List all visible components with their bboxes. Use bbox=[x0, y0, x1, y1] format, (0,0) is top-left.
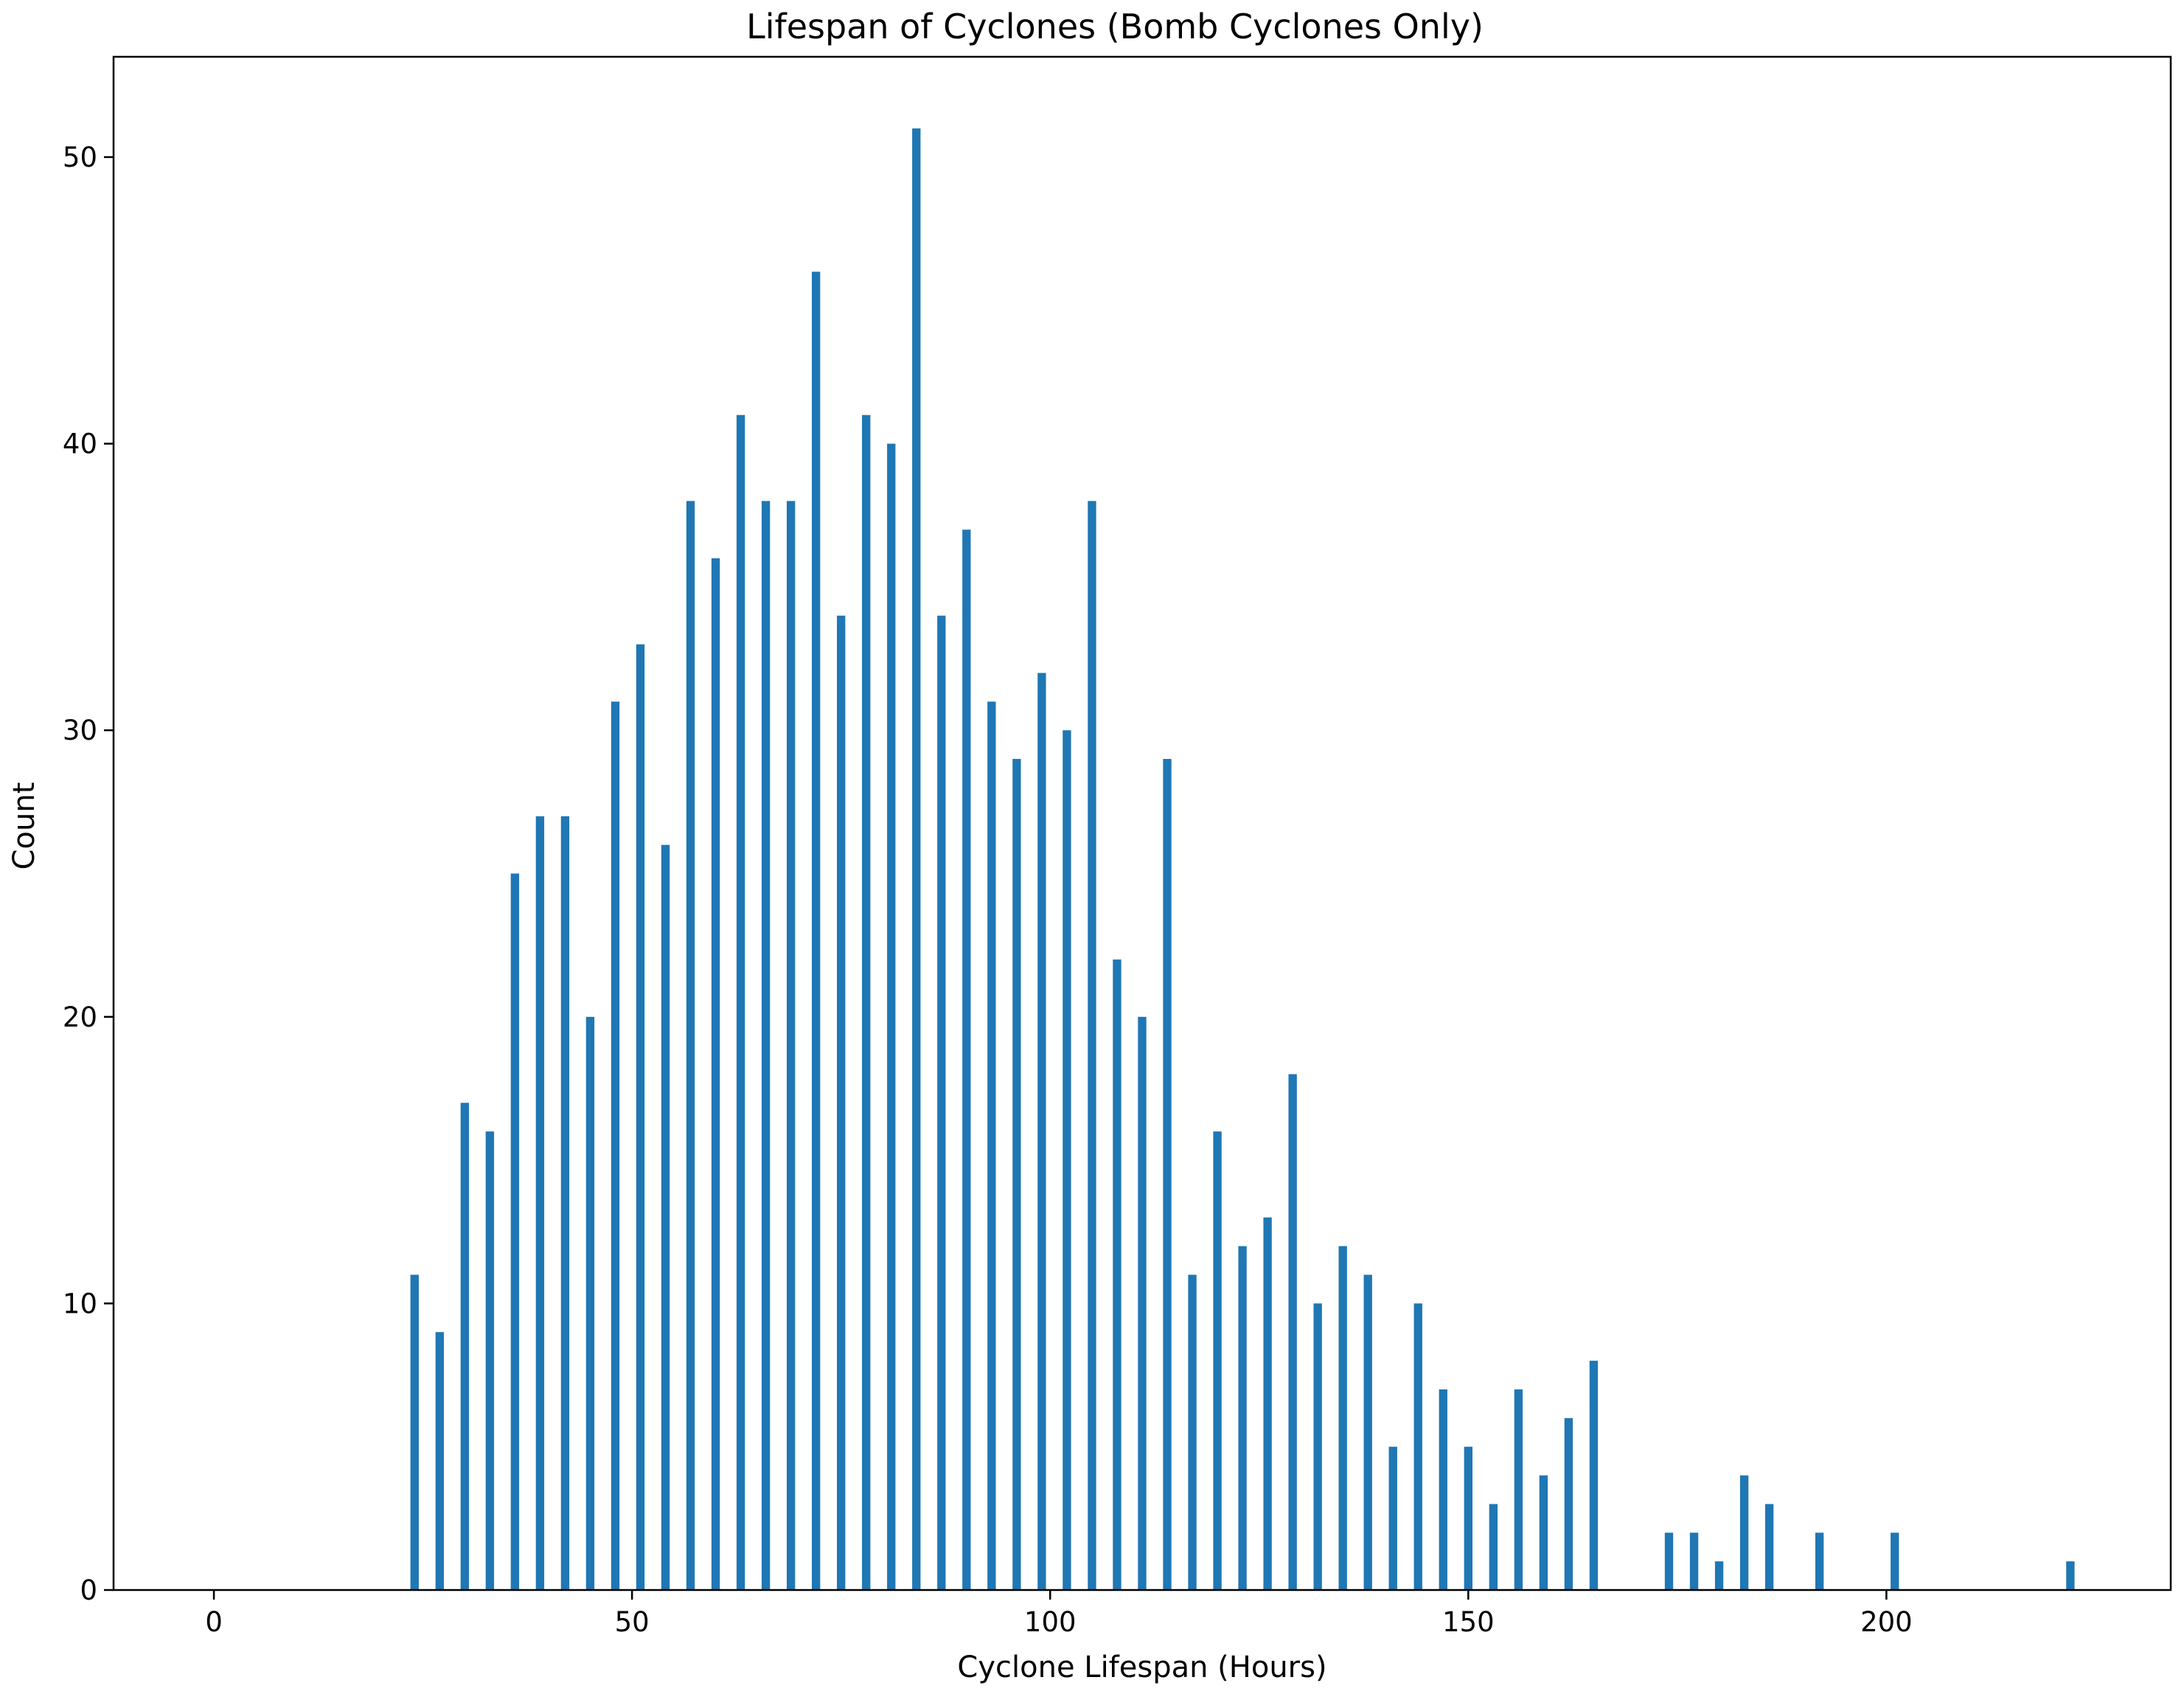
bar bbox=[1063, 730, 1071, 1591]
bar bbox=[1188, 1274, 1197, 1590]
bar bbox=[2066, 1561, 2075, 1590]
y-axis-label: Count bbox=[7, 782, 41, 870]
x-axis-ticks: 0 50 100 150 200 bbox=[205, 1590, 1913, 1638]
bar bbox=[636, 644, 645, 1590]
bar bbox=[1464, 1446, 1472, 1590]
bar bbox=[1263, 1217, 1272, 1590]
bar bbox=[1664, 1532, 1674, 1590]
bar bbox=[912, 128, 921, 1590]
bar bbox=[585, 1016, 595, 1590]
y-tick-label: 10 bbox=[63, 1288, 97, 1319]
y-tick-label: 20 bbox=[63, 1002, 97, 1033]
x-tick-label: 50 bbox=[615, 1606, 650, 1638]
bar bbox=[1539, 1475, 1548, 1590]
bar bbox=[761, 501, 771, 1590]
bar bbox=[510, 873, 520, 1590]
bar bbox=[1589, 1361, 1599, 1590]
bar bbox=[410, 1274, 419, 1590]
bar bbox=[1313, 1303, 1322, 1590]
bar bbox=[611, 701, 620, 1590]
bar bbox=[1891, 1532, 1899, 1590]
bar bbox=[736, 414, 745, 1590]
bar bbox=[1388, 1446, 1397, 1590]
bar bbox=[1363, 1274, 1372, 1590]
bar bbox=[1815, 1532, 1824, 1590]
y-axis-ticks: 0 10 20 30 40 50 bbox=[63, 142, 114, 1606]
x-tick-label: 0 bbox=[205, 1606, 223, 1638]
bar bbox=[1739, 1475, 1749, 1590]
chart-title: Lifespan of Cyclones (Bomb Cyclones Only… bbox=[746, 7, 1484, 46]
bar bbox=[1764, 1504, 1774, 1590]
bar bbox=[962, 530, 971, 1591]
bar bbox=[837, 615, 846, 1590]
bar bbox=[1012, 759, 1021, 1590]
plot-frame bbox=[112, 55, 2172, 1591]
y-tick-label: 30 bbox=[63, 715, 97, 746]
bar-series bbox=[410, 128, 2075, 1591]
bar bbox=[1439, 1389, 1447, 1590]
bar bbox=[1088, 501, 1096, 1590]
bar bbox=[485, 1131, 495, 1590]
bar bbox=[1113, 959, 1121, 1590]
bar bbox=[1489, 1504, 1498, 1590]
y-tick-label: 50 bbox=[63, 142, 97, 173]
bar bbox=[460, 1103, 470, 1590]
bar bbox=[1213, 1131, 1222, 1590]
bar bbox=[812, 271, 821, 1591]
bar bbox=[1338, 1246, 1347, 1590]
x-axis-label: Cyclone Lifespan (Hours) bbox=[957, 1650, 1326, 1684]
bar bbox=[711, 558, 720, 1590]
bar bbox=[887, 443, 896, 1590]
bar bbox=[786, 501, 796, 1590]
bar bbox=[1714, 1561, 1724, 1590]
bar bbox=[535, 816, 545, 1590]
bar bbox=[661, 844, 670, 1590]
x-tick-label: 100 bbox=[1024, 1606, 1077, 1638]
bar bbox=[1689, 1532, 1699, 1590]
bar bbox=[1238, 1246, 1247, 1590]
bar bbox=[1138, 1016, 1147, 1590]
bar bbox=[987, 701, 996, 1590]
bar bbox=[937, 615, 946, 1590]
bar bbox=[1288, 1074, 1297, 1590]
bar bbox=[560, 816, 570, 1590]
bar bbox=[1163, 759, 1172, 1590]
y-tick-label: 40 bbox=[63, 428, 97, 460]
bar bbox=[1564, 1417, 1573, 1590]
bar bbox=[862, 414, 871, 1590]
bar bbox=[1514, 1389, 1523, 1590]
y-tick-label: 0 bbox=[80, 1575, 97, 1606]
bar bbox=[1413, 1303, 1422, 1590]
bar bbox=[686, 501, 695, 1590]
x-tick-label: 150 bbox=[1442, 1606, 1495, 1638]
bar bbox=[1037, 673, 1046, 1590]
x-tick-label: 200 bbox=[1860, 1606, 1913, 1638]
bar bbox=[435, 1332, 444, 1590]
